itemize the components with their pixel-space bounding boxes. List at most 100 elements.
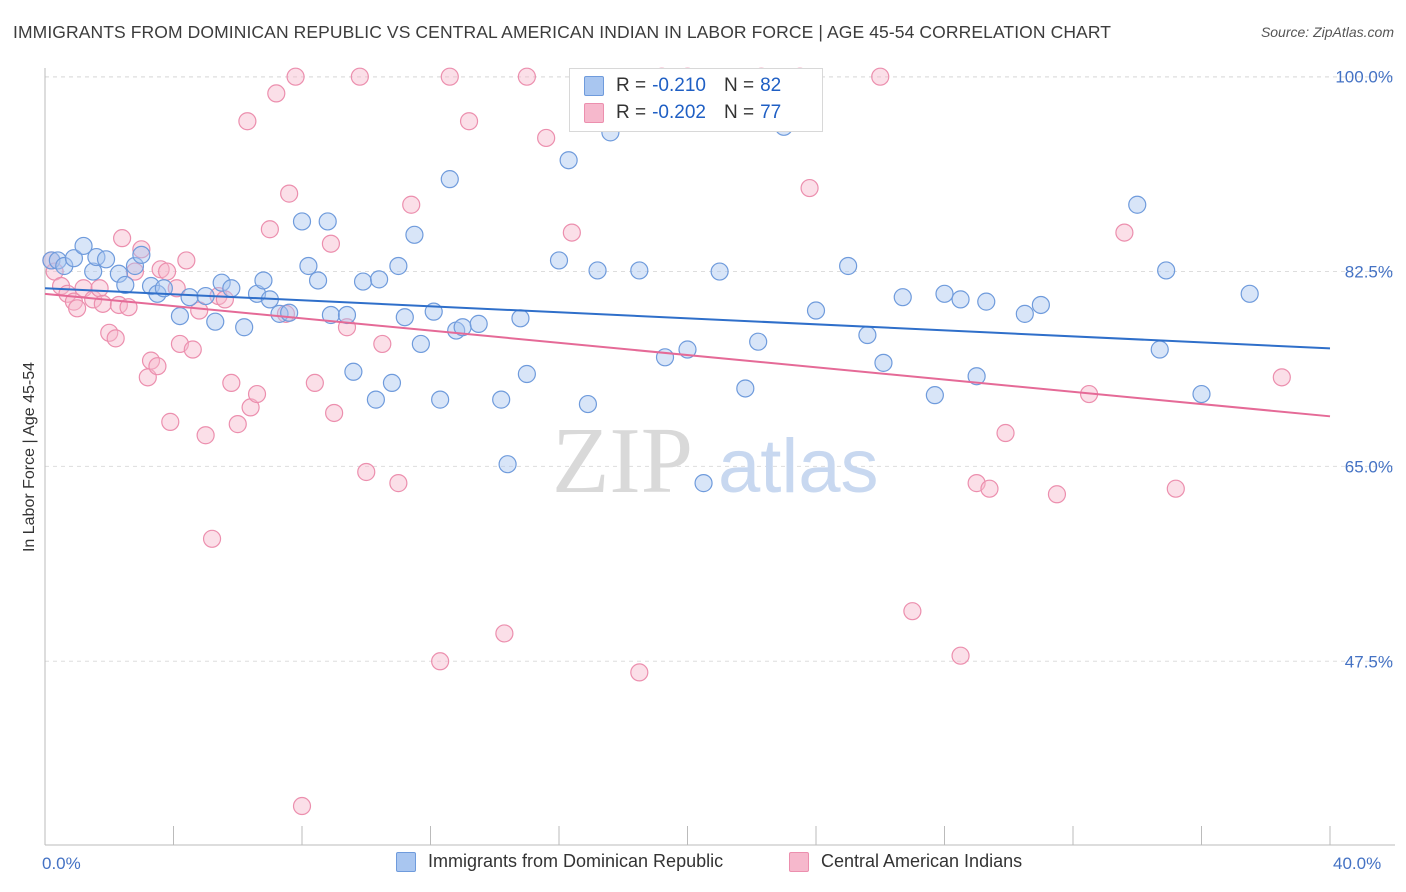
blue-data-point (749, 332, 768, 351)
blue-data-point (1192, 384, 1211, 404)
blue-data-point (951, 290, 970, 309)
pink-data-point (286, 67, 305, 86)
pink-data-point (951, 646, 970, 665)
blue-data-point (212, 273, 231, 292)
pink-data-point (996, 423, 1015, 443)
legend-row-pink: R = -0.202 N = 77 (584, 100, 781, 126)
pink-data-point (517, 67, 536, 86)
blue-data-point (321, 305, 341, 325)
bottom-legend-label-blue: Immigrants from Dominican Republic (428, 851, 724, 871)
blue-data-point (84, 262, 103, 281)
blue-data-point (1031, 295, 1050, 315)
pink-trendline (44, 292, 1331, 418)
pink-data-point (630, 663, 649, 682)
bottom-legend-blue: Immigrants from Dominican Republic (396, 851, 723, 872)
legend-n-label: N = (723, 102, 755, 123)
pink-data-point (157, 262, 177, 281)
pink-data-point (305, 373, 324, 393)
watermark-atlas: atlas (718, 424, 879, 509)
pink-data-point (903, 602, 922, 621)
blue-series (42, 117, 1259, 493)
axes (44, 68, 1395, 846)
blue-data-point (1150, 340, 1169, 359)
pink-data-point (495, 624, 514, 643)
blue-data-point (170, 306, 190, 326)
blue-data-point (55, 256, 74, 276)
pink-data-point (167, 279, 186, 298)
blue-data-point (411, 334, 430, 354)
blue-data-point (337, 305, 357, 325)
blue-data-point (382, 373, 402, 393)
pink-data-point (238, 112, 257, 131)
legend-n-value: 82 (760, 75, 782, 96)
y-tick-label: 100.0% (1335, 68, 1393, 87)
blue-data-point (655, 348, 675, 367)
pink-data-point (125, 262, 145, 281)
blue-data-point (405, 225, 424, 244)
blue-data-point (893, 288, 912, 307)
pink-data-point (112, 229, 132, 248)
blue-data-point (736, 379, 755, 398)
pink-data-point (1166, 479, 1185, 498)
pink-data-point (292, 796, 312, 816)
pink-data-point (1115, 223, 1134, 242)
pink-data-point (1272, 368, 1291, 387)
bottom-legend-label-pink: Central American Indians (821, 851, 1023, 871)
blue-data-point (967, 367, 986, 386)
blue-data-point (694, 474, 713, 493)
chart-title: IMMIGRANTS FROM DOMINICAN REPUBLIC VS CE… (13, 22, 1112, 42)
blue-data-point (74, 236, 93, 256)
blue-data-point (440, 170, 459, 189)
legend-n-value: 77 (760, 102, 782, 123)
pink-data-point (459, 112, 479, 131)
blue-data-point (353, 272, 373, 291)
blue-data-point (935, 284, 954, 303)
blue-data-point (874, 353, 893, 372)
pink-data-point (562, 223, 581, 242)
pink-data-point (357, 462, 376, 482)
blue-data-point (366, 390, 385, 409)
legend: R = -0.210 N = 82 R = -0.202 N = 77 (569, 68, 823, 132)
y-ticks: 100.0% 82.5% 65.0% 47.5% (1335, 68, 1393, 672)
blue-data-point (839, 256, 858, 276)
blue-data-point (344, 362, 363, 381)
blue-data-point (492, 390, 511, 409)
pink-data-point (440, 67, 459, 86)
blue-data-point (180, 288, 199, 307)
blue-data-point (222, 279, 241, 298)
pink-data-point (228, 415, 247, 434)
blue-data-point (469, 314, 488, 333)
blue-data-point (1015, 304, 1034, 323)
watermark-zip: ZIP (552, 409, 693, 513)
blue-data-point (206, 312, 225, 331)
pink-data-point (537, 128, 556, 148)
pink-data-point (280, 184, 299, 203)
pink-data-point (431, 652, 450, 671)
y-tick-label: 82.5% (1345, 263, 1393, 282)
blue-data-point (395, 308, 414, 327)
pink-data-point (148, 357, 167, 376)
pink-data-point (132, 240, 151, 259)
bottom-legend-pink: Central American Indians (789, 851, 1022, 872)
blue-data-point (549, 251, 569, 270)
blue-data-point (559, 151, 578, 170)
legend-r-value: -0.210 (652, 75, 706, 96)
blue-data-point (254, 271, 273, 290)
pink-data-point (267, 84, 286, 103)
blue-data-point (389, 256, 408, 276)
blue-data-point (431, 390, 450, 409)
blue-data-point (517, 364, 536, 384)
legend-swatch-blue (584, 76, 604, 96)
pink-data-point (321, 234, 341, 253)
bottom-legend-swatch-blue (396, 851, 416, 872)
legend-r-label: R = (616, 102, 647, 123)
blue-data-point (858, 325, 877, 345)
blue-data-point (318, 212, 337, 231)
blue-data-point (925, 386, 944, 405)
blue-data-point (588, 261, 607, 280)
blue-data-point (1128, 195, 1147, 214)
pink-data-point (177, 251, 196, 270)
blue-data-point (280, 303, 299, 322)
legend-r-value: -0.202 (652, 102, 706, 123)
